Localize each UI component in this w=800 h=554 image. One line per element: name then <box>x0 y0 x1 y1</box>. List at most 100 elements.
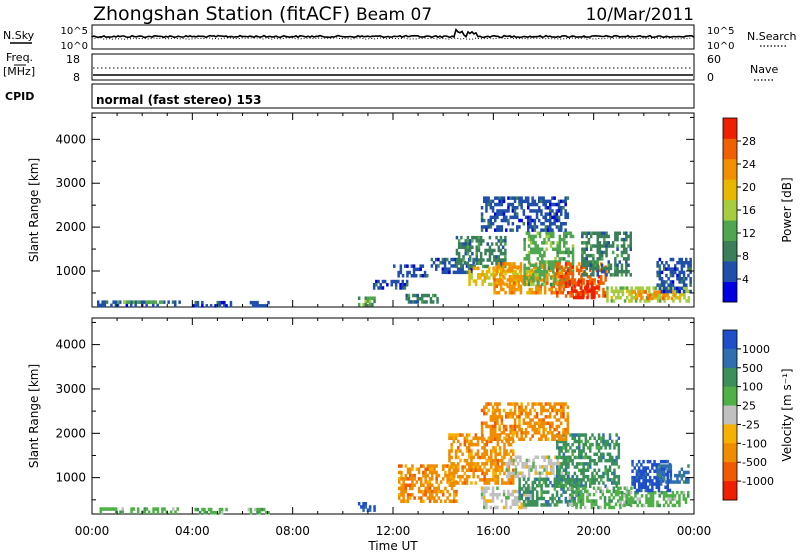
data-cell <box>604 275 607 279</box>
data-cell <box>527 421 530 425</box>
data-cell <box>549 260 553 264</box>
data-cell <box>448 458 451 463</box>
data-cell <box>674 286 677 291</box>
data-cell <box>485 462 489 466</box>
data-cell <box>466 261 470 265</box>
nsky-label: N.Sky <box>3 29 35 42</box>
data-cell <box>117 300 120 304</box>
data-cell <box>682 289 686 294</box>
data-cell <box>558 257 562 261</box>
data-cell <box>532 282 535 287</box>
data-cell <box>538 199 541 204</box>
data-cell <box>580 478 583 482</box>
data-cell <box>487 478 491 482</box>
data-cell <box>468 248 472 253</box>
data-cell <box>552 468 555 472</box>
data-cell <box>538 437 541 441</box>
data-cell <box>605 234 608 239</box>
data-cell <box>550 287 553 292</box>
data-cell <box>494 505 497 510</box>
data-cell <box>610 289 614 294</box>
data-cell <box>485 273 489 277</box>
data-cell <box>555 215 559 220</box>
data-cell <box>644 488 647 493</box>
data-cell <box>578 484 581 488</box>
data-cell <box>667 494 670 498</box>
data-cell <box>569 480 572 485</box>
data-cell <box>602 439 605 444</box>
data-cell <box>606 458 610 463</box>
data-cell <box>571 436 574 440</box>
data-cell <box>258 304 261 308</box>
data-cell <box>600 231 604 235</box>
data-cell <box>630 286 633 290</box>
data-cell <box>538 402 541 406</box>
data-cell <box>578 449 581 453</box>
data-cell <box>659 459 663 464</box>
data-cell <box>368 505 372 509</box>
data-cell <box>437 264 440 268</box>
data-cell <box>556 442 559 447</box>
data-cell <box>470 458 473 463</box>
data-cell <box>671 480 675 484</box>
data-cell <box>205 511 208 515</box>
data-cell <box>642 485 645 489</box>
data-cell <box>496 474 500 479</box>
data-cell <box>560 402 563 406</box>
data-cell <box>566 487 570 491</box>
data-cell <box>398 470 401 475</box>
data-cell <box>520 199 523 204</box>
data-cell <box>543 260 546 264</box>
data-cell <box>489 499 493 503</box>
data-cell <box>256 507 259 512</box>
data-cell <box>472 266 476 271</box>
data-cell <box>174 300 177 304</box>
data-cell <box>485 206 488 210</box>
data-cell <box>490 261 494 265</box>
data-cell <box>542 434 545 438</box>
data-cell <box>689 261 692 265</box>
data-cell <box>450 471 453 476</box>
data-cell <box>549 424 552 429</box>
data-cell <box>651 463 654 467</box>
data-cell <box>229 300 233 305</box>
data-cell <box>642 472 645 477</box>
data-cell <box>560 228 563 232</box>
data-cell <box>595 502 598 506</box>
data-cell <box>545 260 548 264</box>
data-cell <box>535 212 539 216</box>
data-cell <box>455 499 458 503</box>
data-cell <box>546 228 550 232</box>
data-cell <box>249 507 253 512</box>
data-cell <box>542 480 546 485</box>
data-cell <box>488 258 492 262</box>
data-cell <box>545 468 548 472</box>
data-cell <box>480 492 484 497</box>
data-cell <box>511 424 515 429</box>
data-cell <box>209 511 213 515</box>
data-cell <box>579 295 583 300</box>
data-cell <box>606 286 609 290</box>
data-cell <box>130 303 133 308</box>
data-cell <box>530 287 534 292</box>
data-cell <box>470 442 473 447</box>
data-cell <box>600 281 603 285</box>
data-cell <box>497 255 500 259</box>
data-cell <box>493 255 496 259</box>
data-cell <box>430 264 434 268</box>
data-cell <box>538 480 541 485</box>
data-cell <box>483 505 486 510</box>
data-cell <box>539 291 542 295</box>
data-cell <box>578 268 581 273</box>
data-cell <box>569 446 572 450</box>
data-cell <box>512 458 515 463</box>
data-cell <box>483 492 486 497</box>
data-cell <box>555 411 559 416</box>
data-cell <box>454 270 458 275</box>
data-cell <box>498 408 501 413</box>
data-cell <box>662 497 666 501</box>
data-cell <box>554 273 557 277</box>
data-cell <box>580 268 583 273</box>
data-cell <box>536 269 540 274</box>
data-cell <box>582 281 585 285</box>
